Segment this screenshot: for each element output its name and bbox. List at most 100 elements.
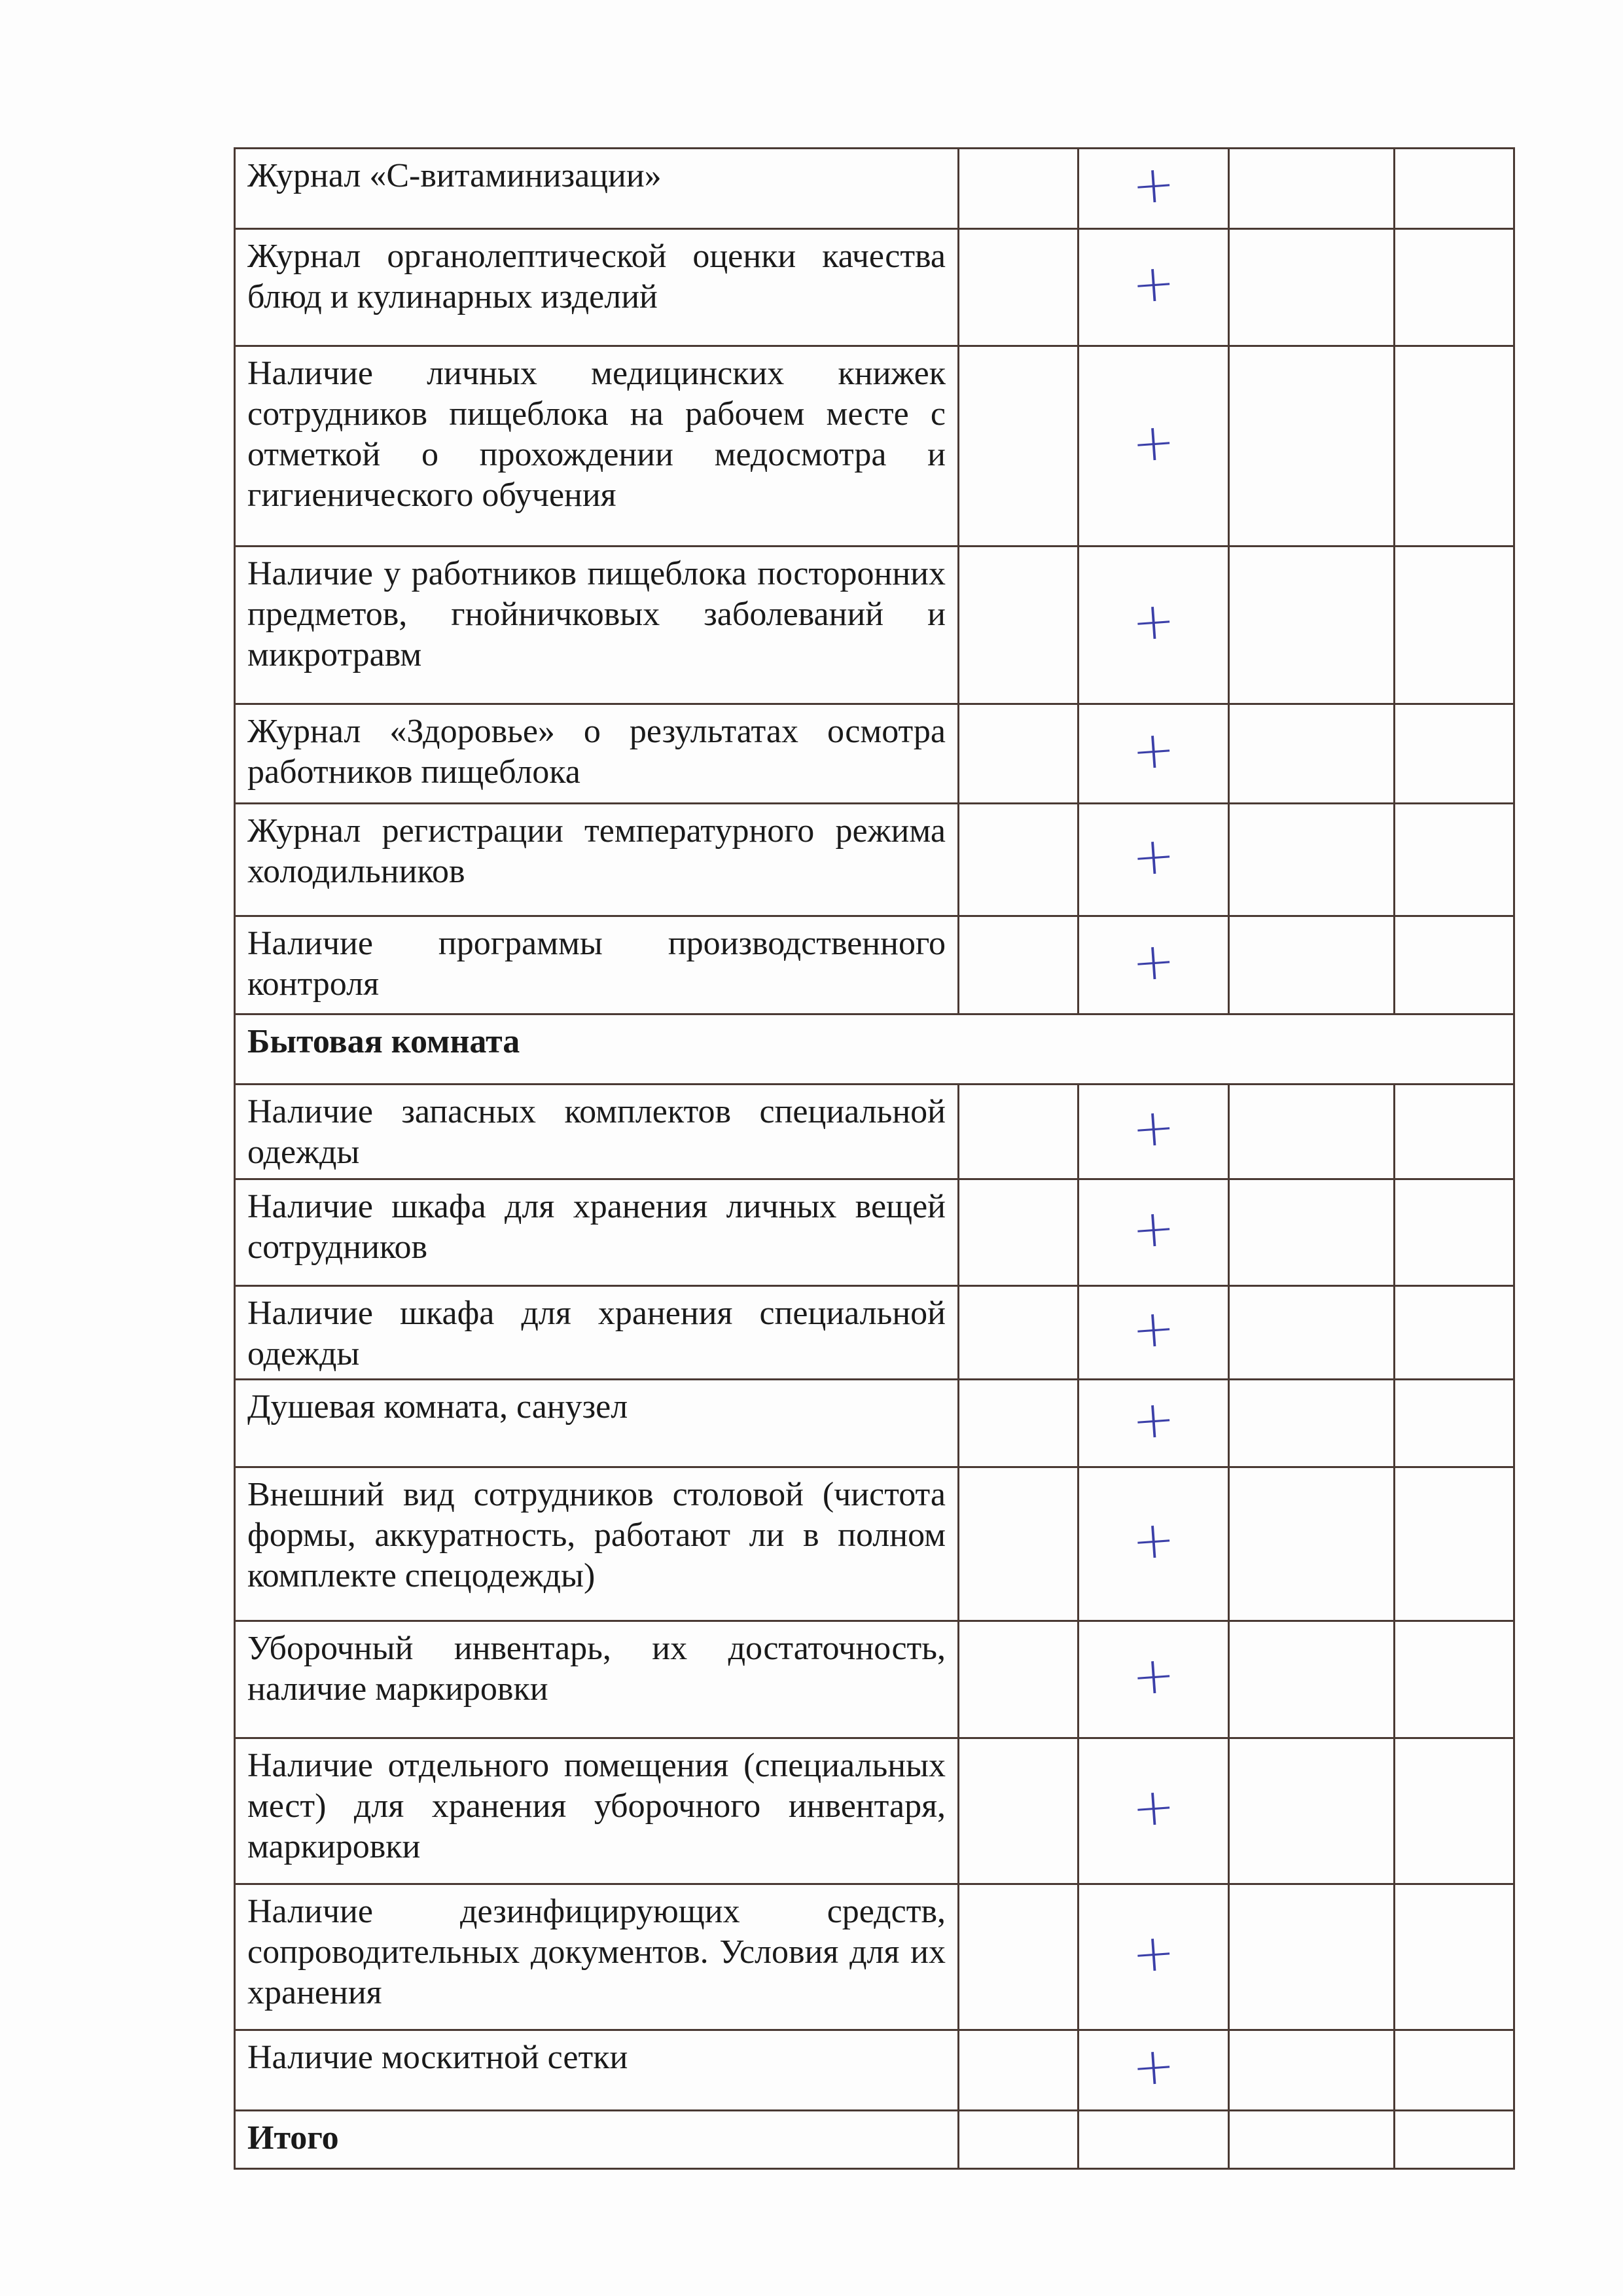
criterion-text: Наличие личных медицинских книжек сотруд… [234, 345, 959, 547]
mark-cell [957, 2109, 1079, 2170]
criterion-text: Журнал «Здоровье» о результатах осмотра … [234, 703, 959, 804]
mark-cell [957, 345, 1079, 547]
table-row: Наличие отдельного помещения (специальны… [234, 1737, 1515, 1885]
total-row: Итого [234, 2109, 1515, 2170]
mark-cell [957, 1083, 1079, 1180]
mark-cell: + [1077, 1285, 1230, 1380]
mark-cell [1228, 1737, 1395, 1885]
criterion-text: Наличие шкафа для хранения специальной о… [234, 1285, 959, 1380]
table-row: Наличие дезинфицирующих средств, сопрово… [234, 1883, 1515, 2031]
table-row: Наличие запасных комплектов специальной … [234, 1083, 1515, 1180]
mark-cell: + [1077, 2029, 1230, 2111]
mark-cell [1393, 703, 1515, 804]
mark-cell: + [1077, 228, 1230, 347]
mark-cell [1393, 802, 1515, 917]
mark-cell [957, 1737, 1079, 1885]
mark-cell: + [1077, 915, 1230, 1015]
mark-cell [1228, 1620, 1395, 1739]
table-row: Наличие личных медицинских книжек сотруд… [234, 345, 1515, 547]
mark-cell: + [1077, 1083, 1230, 1180]
mark-cell [957, 703, 1079, 804]
mark-cell [957, 1178, 1079, 1287]
criterion-text: Журнал «С-витаминизации» [234, 147, 959, 230]
handwritten-plus-mark: + [1130, 1389, 1177, 1451]
mark-cell [1393, 345, 1515, 547]
table-row: Журнал «С-витаминизации» + [234, 147, 1515, 230]
mark-cell [957, 1620, 1079, 1739]
table-row: Наличие шкафа для хранения специальной о… [234, 1285, 1515, 1380]
handwritten-plus-mark: + [1130, 1922, 1177, 1985]
mark-cell: + [1077, 1620, 1230, 1739]
criterion-text: Журнал регистрации температурного режима… [234, 802, 959, 917]
handwritten-plus-mark: + [1130, 2036, 1177, 2098]
table-row: Душевая комната, санузел + [234, 1378, 1515, 1468]
mark-cell [1228, 802, 1395, 917]
criterion-text: Уборочный инвентарь, их достаточность, н… [234, 1620, 959, 1739]
mark-cell [1228, 2029, 1395, 2111]
inspection-checklist-table: Журнал «С-витаминизации» + Журнал органоле… [234, 147, 1515, 2170]
mark-cell [1393, 915, 1515, 1015]
handwritten-plus-mark: + [1130, 412, 1177, 474]
criterion-text: Журнал органолептической оценки качества… [234, 228, 959, 347]
criterion-text: Наличие программы производственного конт… [234, 915, 959, 1015]
criterion-text: Наличие у работников пищеблока посторонн… [234, 545, 959, 705]
criterion-text: Наличие запасных комплектов специальной … [234, 1083, 959, 1180]
mark-cell [1228, 1378, 1395, 1468]
table-row: Журнал «Здоровье» о результатах осмотра … [234, 703, 1515, 804]
mark-cell [1393, 545, 1515, 705]
mark-cell: + [1077, 345, 1230, 547]
table-row: Уборочный инвентарь, их достаточность, н… [234, 1620, 1515, 1739]
mark-cell [1228, 147, 1395, 230]
mark-cell: + [1077, 1178, 1230, 1287]
mark-cell [1393, 147, 1515, 230]
handwritten-plus-mark: + [1130, 931, 1177, 993]
mark-cell [957, 545, 1079, 705]
mark-cell [1228, 1466, 1395, 1622]
handwritten-plus-mark: + [1130, 825, 1177, 888]
mark-cell [1228, 1083, 1395, 1180]
total-label: Итого [234, 2109, 959, 2170]
criterion-text: Наличие шкафа для хранения личных вещей … [234, 1178, 959, 1287]
mark-cell [957, 802, 1079, 917]
mark-cell: + [1077, 545, 1230, 705]
mark-cell [1393, 2029, 1515, 2111]
table-row: Наличие шкафа для хранения личных вещей … [234, 1178, 1515, 1287]
mark-cell: + [1077, 1737, 1230, 1885]
handwritten-plus-mark: + [1130, 1776, 1177, 1839]
mark-cell [1228, 228, 1395, 347]
mark-cell [957, 915, 1079, 1015]
criterion-text: Душевая комната, санузел [234, 1378, 959, 1468]
mark-cell: + [1077, 1883, 1230, 2031]
table-row: Наличие у работников пищеблока посторонн… [234, 545, 1515, 705]
handwritten-plus-mark: + [1130, 1645, 1177, 1708]
table-row: Наличие москитной сетки + [234, 2029, 1515, 2111]
mark-cell [1393, 1883, 1515, 2031]
table-row: Наличие программы производственного конт… [234, 915, 1515, 1015]
mark-cell [1393, 1083, 1515, 1180]
mark-cell [957, 147, 1079, 230]
mark-cell [1393, 1620, 1515, 1739]
mark-cell [957, 228, 1079, 347]
mark-cell [957, 1285, 1079, 1380]
section-title: Бытовая комната [234, 1013, 1515, 1085]
mark-cell [1393, 1378, 1515, 1468]
mark-cell [1228, 915, 1395, 1015]
mark-cell [1077, 2109, 1230, 2170]
table-row: Журнал органолептической оценки качества… [234, 228, 1515, 347]
mark-cell [1393, 228, 1515, 347]
handwritten-plus-mark: + [1130, 719, 1177, 781]
mark-cell [1393, 1285, 1515, 1380]
mark-cell [1228, 345, 1395, 547]
section-header-row: Бытовая комната [234, 1013, 1515, 1085]
mark-cell [1393, 1178, 1515, 1287]
mark-cell [957, 1883, 1079, 2031]
mark-cell: + [1077, 1466, 1230, 1622]
mark-cell: + [1077, 802, 1230, 917]
mark-cell: + [1077, 703, 1230, 804]
handwritten-plus-mark: + [1130, 253, 1177, 315]
mark-cell [1228, 545, 1395, 705]
table-row: Журнал регистрации температурного режима… [234, 802, 1515, 917]
handwritten-plus-mark: + [1130, 1298, 1177, 1361]
mark-cell [957, 1378, 1079, 1468]
mark-cell [1228, 1178, 1395, 1287]
